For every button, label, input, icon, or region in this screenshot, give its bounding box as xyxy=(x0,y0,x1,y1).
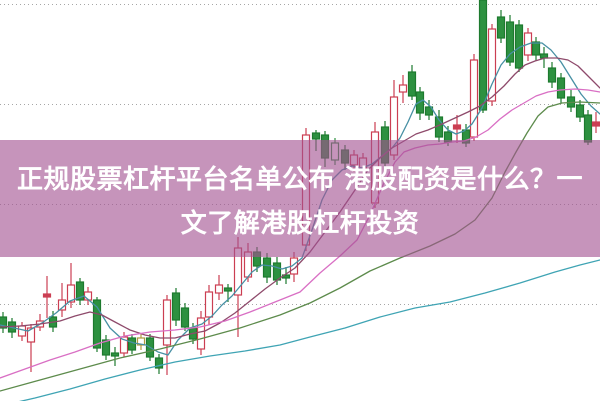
candle-body xyxy=(583,114,593,143)
candle-body xyxy=(110,352,120,357)
candle-body xyxy=(398,84,408,93)
ma-slow-cyan xyxy=(18,259,600,401)
candle-body xyxy=(171,292,181,321)
candle xyxy=(0,312,8,333)
candle-body xyxy=(17,325,27,337)
candle-body xyxy=(223,287,233,292)
candle-body xyxy=(136,337,146,346)
candle xyxy=(547,62,557,88)
candle xyxy=(415,87,425,120)
candle-body xyxy=(42,293,52,298)
candle-body xyxy=(154,357,164,369)
candle-body xyxy=(575,104,585,118)
candle xyxy=(407,65,417,100)
candle xyxy=(424,100,434,120)
candle xyxy=(42,276,52,318)
candle-body xyxy=(415,91,425,114)
candle xyxy=(575,100,585,122)
candle xyxy=(531,37,541,61)
candle-body xyxy=(547,67,557,83)
candle-body xyxy=(505,21,515,63)
candle-body xyxy=(75,281,85,301)
candle xyxy=(496,10,506,43)
candle xyxy=(262,253,272,283)
candle xyxy=(26,324,36,372)
candle-body xyxy=(262,257,272,278)
candle-body xyxy=(26,327,36,343)
candle xyxy=(505,15,515,66)
candle-body xyxy=(469,59,479,138)
candle xyxy=(75,278,85,305)
candle-body xyxy=(101,339,111,356)
candle xyxy=(478,0,488,113)
candle-body xyxy=(214,284,224,294)
candle xyxy=(101,335,111,360)
candle-body xyxy=(311,132,321,140)
candle-body xyxy=(487,28,497,102)
candle xyxy=(487,24,497,106)
candle xyxy=(196,311,206,355)
candle xyxy=(398,75,408,103)
headline-line-1: 正规股票杠杆平台名单公布 港股配资是什么？一 xyxy=(16,165,584,195)
candle xyxy=(17,322,27,341)
candle-body xyxy=(424,106,434,116)
headline-line-2: 文了解港股杠杆投资 xyxy=(180,209,420,239)
candle-body xyxy=(119,336,129,354)
candle-body xyxy=(452,124,462,130)
candle-body xyxy=(478,0,488,111)
candle-body xyxy=(531,41,541,56)
candle-body xyxy=(127,337,137,351)
candle-body xyxy=(407,71,417,97)
candle-body xyxy=(204,291,214,318)
candle xyxy=(452,115,462,143)
candle xyxy=(171,288,181,326)
candle xyxy=(591,112,600,133)
candle-body xyxy=(66,284,76,303)
candle-body xyxy=(162,299,172,346)
candle-body xyxy=(496,16,506,39)
candle xyxy=(154,354,164,374)
candle xyxy=(110,347,120,366)
candle xyxy=(566,90,576,112)
headline-banner[interactable]: 正规股票杠杆平台名单公布 港股配资是什么？一 文了解港股杠杆投资 xyxy=(0,140,600,257)
candle-body xyxy=(196,317,206,350)
candle-body xyxy=(272,262,282,281)
candle xyxy=(127,334,137,354)
candle-body xyxy=(180,307,190,328)
candle-body xyxy=(92,299,102,349)
candle xyxy=(180,303,190,331)
candle-body xyxy=(556,77,566,99)
candle xyxy=(556,73,566,103)
candle xyxy=(162,295,172,375)
candle-body xyxy=(0,316,8,329)
candle xyxy=(214,275,224,300)
candle-body xyxy=(591,121,600,127)
candle xyxy=(469,54,479,141)
candle xyxy=(57,283,67,317)
candle xyxy=(136,333,146,350)
